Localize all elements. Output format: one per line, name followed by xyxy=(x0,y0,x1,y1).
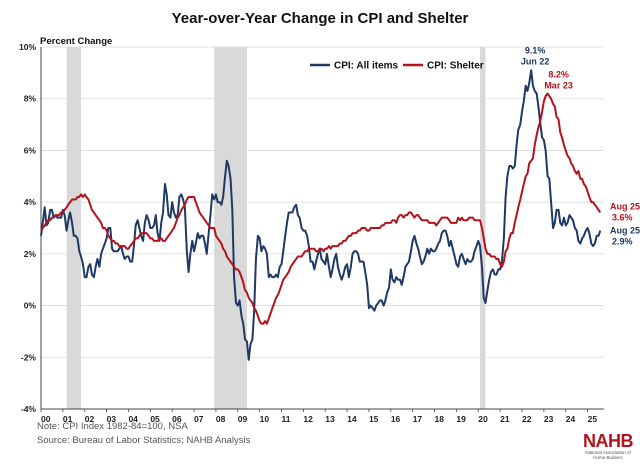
x-tick-label: 07 xyxy=(194,414,204,424)
recession-band xyxy=(214,47,247,409)
y-tick-label: 8% xyxy=(24,94,37,104)
x-tick-label: 23 xyxy=(544,414,554,424)
x-tick-label: 19 xyxy=(456,414,466,424)
x-tick-label: 18 xyxy=(435,414,445,424)
x-tick-label: 25 xyxy=(588,414,598,424)
x-tick-label: 15 xyxy=(369,414,379,424)
axes xyxy=(40,47,604,410)
x-tick-label: 03 xyxy=(107,414,117,424)
y-tick-label: -2% xyxy=(21,352,37,362)
peak-shelter-value: 8.2% xyxy=(548,70,569,80)
legend-label: CPI: All items xyxy=(334,61,399,72)
latest-shelter-date: Aug 25 xyxy=(610,201,640,211)
logo-mark: NAHB xyxy=(583,431,634,451)
x-tick-label: 22 xyxy=(522,414,532,424)
latest-shelter-value: 3.6% xyxy=(612,212,633,222)
chart-title: Year-over-Year Change in CPI and Shelter xyxy=(172,10,469,27)
y-tick-label: 2% xyxy=(24,249,37,259)
recession-band xyxy=(66,47,82,409)
x-tick-label: 21 xyxy=(500,414,510,424)
x-tick-label: 11 xyxy=(282,414,291,424)
y-tick-labels: -4% -2% 0% 2% 4% 6% 8% 10% xyxy=(19,42,36,414)
peak-cpi-date: Jun 22 xyxy=(521,56,550,66)
cpi-shelter-line xyxy=(40,92,602,325)
x-tick-label: 06 xyxy=(172,414,182,424)
y-axis-label: Percent Change xyxy=(40,36,112,47)
y-tick-label: 4% xyxy=(24,197,37,207)
latest-cpi-value: 2.9% xyxy=(612,237,633,247)
x-tick-label: 12 xyxy=(303,414,313,424)
y-tick-label: -4% xyxy=(21,404,37,414)
nahb-logo: NAHB National Association of Home Builde… xyxy=(581,432,635,462)
x-tick-label: 16 xyxy=(391,414,401,424)
y-tick-label: 0% xyxy=(24,301,37,311)
x-tick-label: 17 xyxy=(413,414,423,424)
peak-shelter-date: Mar 23 xyxy=(544,81,573,91)
x-tick-label: 13 xyxy=(325,414,335,424)
x-tick-label: 24 xyxy=(566,414,576,424)
x-tick-label: 01 xyxy=(63,414,73,424)
x-tick-label: 20 xyxy=(478,414,488,424)
peak-cpi-value: 9.1% xyxy=(525,45,546,55)
latest-cpi-date: Aug 25 xyxy=(610,226,640,236)
x-tick-label: 05 xyxy=(150,414,160,424)
x-tick-label: 04 xyxy=(128,414,138,424)
cpi-all-items-line xyxy=(40,69,602,361)
y-tick-label: 10% xyxy=(19,42,36,52)
x-tick-label: 09 xyxy=(238,414,248,424)
legend-label: CPI: Shelter xyxy=(427,61,484,72)
gridlines xyxy=(41,46,604,410)
legend: CPI: All items CPI: Shelter xyxy=(310,61,484,72)
logo-subtitle: National Association of Home Builders xyxy=(585,450,631,460)
source-text: Source: Bureau of Labor Statistics; NAHB… xyxy=(37,435,251,446)
recession-shading xyxy=(66,47,486,409)
series-lines xyxy=(40,69,602,361)
x-tick-label: 10 xyxy=(260,414,270,424)
x-tick-label: 02 xyxy=(85,414,95,424)
x-tick-label: 14 xyxy=(347,414,357,424)
y-tick-label: 6% xyxy=(24,145,37,155)
x-tick-labels: 00 01 02 03 04 05 06 07 08 09 10 11 12 13 14 15 16 17 18 19… xyxy=(40,409,598,424)
note-text: Note: CPI Index 1982-84=100, NSA xyxy=(37,421,188,432)
x-tick-label: 00 xyxy=(41,414,51,424)
x-tick-label: 08 xyxy=(216,414,226,424)
